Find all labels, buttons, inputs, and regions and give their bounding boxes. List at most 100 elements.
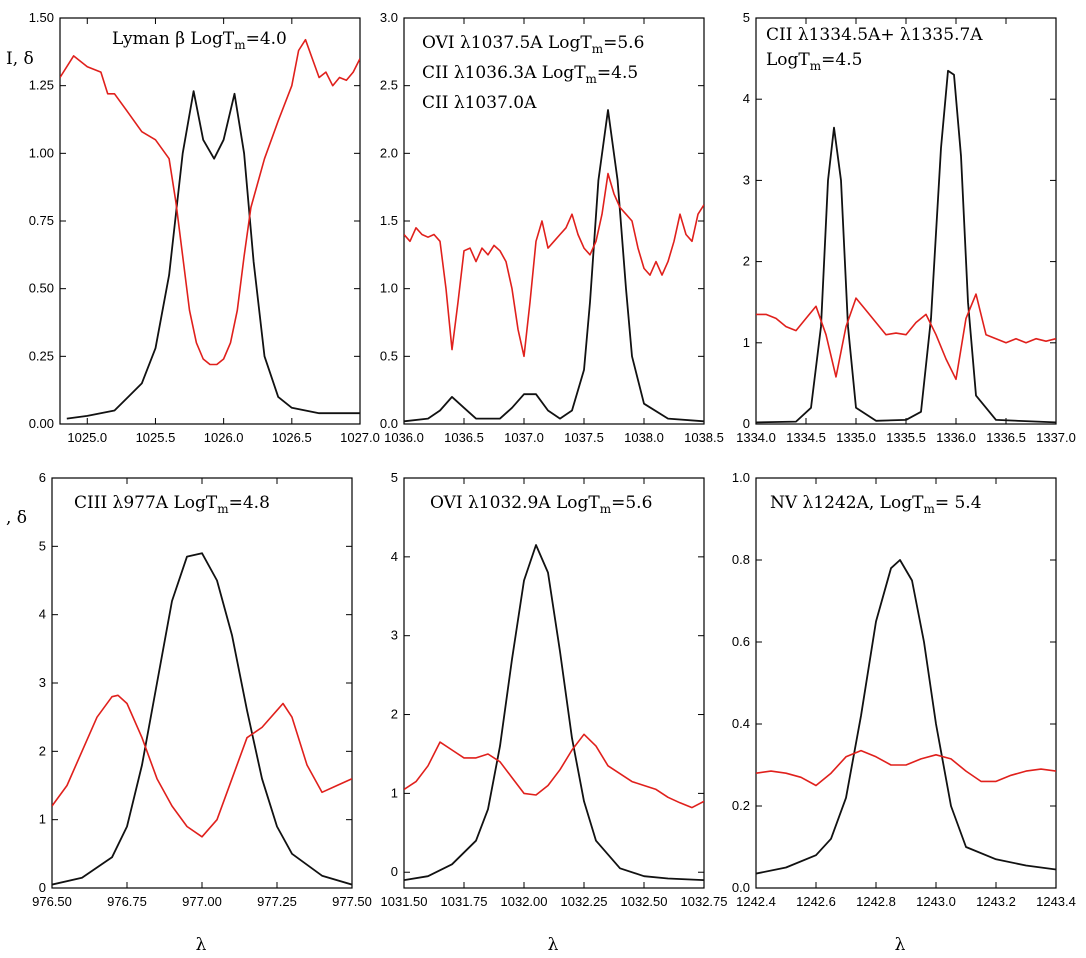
y-tick-label: 2: [391, 707, 398, 722]
panel-5: 1031.50 1031.75 1032.00 1032.25 1032.50 1032.…: [381, 470, 728, 909]
panel-5-intensity-curve: [404, 544, 704, 881]
x-tick-label: 1031.75: [441, 894, 488, 909]
y-tick-label: 1: [39, 812, 46, 827]
y-tick-label: 3.0: [380, 10, 398, 25]
x-tick-label: 1031.50: [381, 894, 428, 909]
panel-5-frame: [403, 477, 705, 889]
y-tick-label: 0.8: [732, 552, 750, 567]
y-tick-label: 2: [39, 743, 46, 758]
x-tick-label: 976.50: [32, 894, 72, 909]
x-tick-label: 976.75: [107, 894, 147, 909]
y-tick-label: 3: [39, 675, 46, 690]
x-tick-label: 1036.5: [444, 430, 484, 445]
x-tick-label: 1242.4: [736, 894, 776, 909]
panel-4: 976.50 976.75 977.00 977.25 977.50 0 1 2 3 4 5 6 CII…: [32, 470, 372, 909]
panel-6: 1242.4 1242.6 1242.8 1243.0 1243.2 1243.4 0.0 0…: [732, 470, 1076, 909]
chart-panels: 1025.0 1025.5 1026.0 1026.5 1027.00.000.250.…: [29, 10, 1076, 909]
x-tick-label: 1243.4: [1036, 894, 1076, 909]
panel-2-annotation-line-3: CII λ1037.0A: [422, 93, 537, 113]
panel-3-annotation-line-1: CII λ1334.5A+ λ1335.7A: [766, 25, 983, 45]
x-axis-label-right: λ: [895, 935, 906, 955]
x-tick-label: 1036.0: [384, 430, 424, 445]
x-tick-label: 1242.8: [856, 894, 896, 909]
x-tick-label: 977.25: [257, 894, 297, 909]
y-tick-label: 2.0: [380, 145, 398, 160]
panel-3-delta-curve: [756, 293, 1056, 381]
panel-2-annotation-line-1: OVI λ1037.5A LogTm=5.6: [422, 33, 644, 56]
y-axis-label-top-row: I, δ: [6, 49, 34, 69]
y-tick-label: 1.00: [29, 145, 54, 160]
panel-1-delta-curve: [60, 38, 360, 366]
y-tick-label: 0.0: [732, 880, 750, 895]
panel-1-frame: [59, 17, 361, 425]
x-tick-label: 1025.0: [67, 430, 107, 445]
x-axis-label-left: λ: [196, 935, 207, 955]
y-tick-label: 0.4: [732, 716, 750, 731]
panel-2: 1036.0 1036.5 1037.0 1037.5 1038.0 1038.5 0.0 0…: [380, 10, 724, 445]
panel-6-annotation-line-1: NV λ1242A, LogTm= 5.4: [770, 493, 982, 516]
y-tick-label: 0.00: [29, 416, 54, 431]
y-tick-label: 0: [391, 864, 398, 879]
y-tick-label: 2.5: [380, 78, 398, 93]
x-tick-label: 1032.25: [561, 894, 608, 909]
panel-4-intensity-curve: [52, 552, 352, 886]
panel-3-intensity-curve: [756, 69, 1056, 424]
panel-1: 1025.0 1025.5 1026.0 1026.5 1027.0 0.00 0.25 0.…: [29, 10, 380, 445]
y-tick-label: 0.0: [380, 416, 398, 431]
panel-4-frame: [51, 477, 353, 889]
y-tick-label: 0.6: [732, 634, 750, 649]
y-tick-label: 0.25: [29, 348, 54, 363]
panel-4-annotation-line-1: CIII λ977A LogTm=4.8: [74, 493, 270, 516]
panel-5-delta-curve: [404, 733, 704, 809]
y-tick-label: 1: [391, 785, 398, 800]
x-tick-label: 1335.5: [886, 430, 926, 445]
x-tick-label: 1026.5: [272, 430, 312, 445]
x-tick-label: 1336.5: [986, 430, 1026, 445]
y-tick-label: 3: [391, 628, 398, 643]
x-tick-label: 1243.0: [916, 894, 956, 909]
y-tick-label: 6: [39, 470, 46, 485]
panel-6-frame: [755, 477, 1057, 889]
x-tick-label: 1334.0: [736, 430, 776, 445]
panel-3-annotation-line-2: LogTm=4.5: [766, 50, 862, 73]
y-tick-label: 1.50: [29, 10, 54, 25]
y-axis-label-bottom-row: , δ: [6, 508, 27, 528]
x-tick-label: 1032.50: [621, 894, 668, 909]
x-tick-label: 1038.0: [624, 430, 664, 445]
x-tick-label: 1032.75: [681, 894, 728, 909]
x-tick-label: 1037.5: [564, 430, 604, 445]
y-tick-label: 0: [743, 416, 750, 431]
panel-6-delta-curve: [756, 749, 1056, 787]
x-tick-label: 1026.0: [204, 430, 244, 445]
x-tick-label: 977.50: [332, 894, 372, 909]
panel-6-intensity-curve: [756, 559, 1056, 875]
x-tick-label: 1025.5: [136, 430, 176, 445]
panel-2-delta-curve: [404, 172, 704, 358]
y-tick-label: 4: [743, 91, 750, 106]
panel-3-frame: [755, 17, 1057, 425]
x-tick-label: 1242.6: [796, 894, 836, 909]
y-tick-label: 1: [743, 335, 750, 350]
panel-1-annotation-line-1: Lyman β LogTm=4.0: [112, 29, 287, 52]
panel-3: 1334.0 1334.5 1335.0 1335.5 1336.0 1336.5 1337…: [736, 10, 1076, 445]
panel-4-delta-curve: [52, 694, 352, 838]
y-tick-label: 0.2: [732, 798, 750, 813]
y-tick-label: 3: [743, 172, 750, 187]
x-tick-label: 977.00: [182, 894, 222, 909]
x-tick-label: 1032.00: [501, 894, 548, 909]
x-axis-label-middle: λ: [548, 935, 559, 955]
x-tick-label: 1334.5: [786, 430, 826, 445]
y-tick-label: 2: [743, 254, 750, 269]
panel-2-annotation-line-2: CII λ1036.3A LogTm=4.5: [422, 63, 638, 86]
x-tick-label: 1037.0: [504, 430, 544, 445]
y-tick-label: 0.75: [29, 213, 54, 228]
y-tick-label: 1.25: [29, 78, 54, 93]
y-tick-label: 5: [743, 10, 750, 25]
x-tick-label: 1243.2: [976, 894, 1016, 909]
y-tick-label: 1.0: [732, 470, 750, 485]
y-tick-label: 5: [39, 538, 46, 553]
x-tick-label: 1336.0: [936, 430, 976, 445]
y-tick-label: 0.50: [29, 281, 54, 296]
y-tick-label: 1.5: [380, 213, 398, 228]
